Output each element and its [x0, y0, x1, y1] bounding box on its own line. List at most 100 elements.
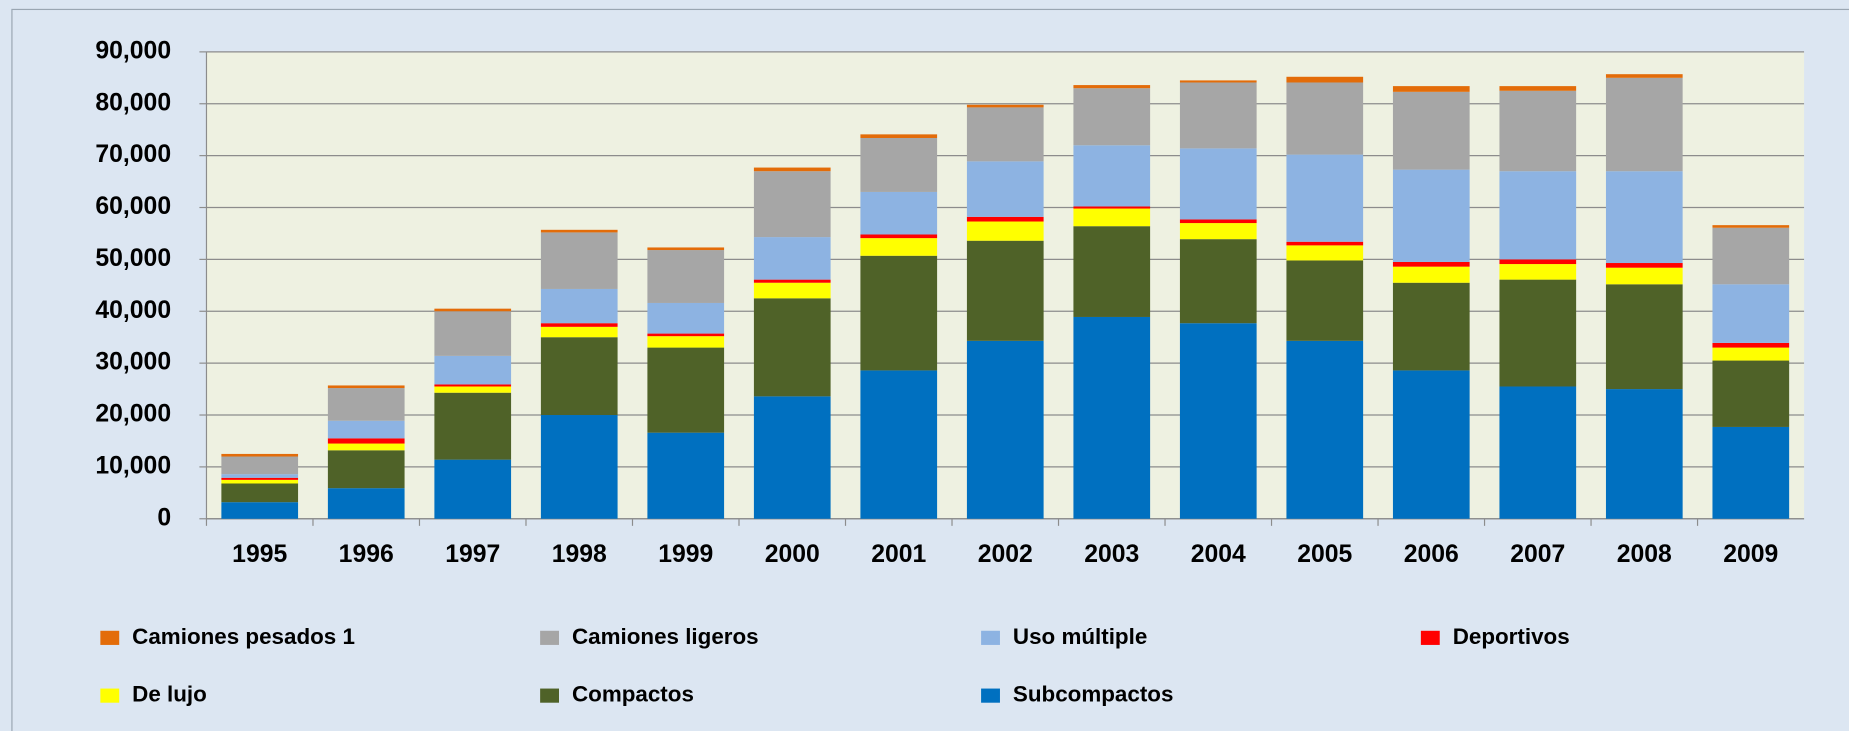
- bar-segment: [327, 388, 405, 421]
- bar-segment: [434, 311, 512, 356]
- x-tick-label: 1996: [339, 541, 394, 568]
- bar-segment: [1179, 323, 1257, 519]
- bar-segment: [1073, 316, 1151, 519]
- bar-segment: [647, 432, 725, 519]
- bar-segment: [753, 279, 831, 283]
- y-tick-label: 70,000: [95, 141, 171, 168]
- bar-segment: [327, 438, 405, 444]
- x-tick-label: 2009: [1723, 541, 1778, 568]
- bar-segment: [1499, 386, 1577, 519]
- bar-segment: [434, 459, 512, 519]
- bar-segment: [647, 247, 725, 251]
- x-tick-label: 2001: [871, 541, 926, 568]
- legend-label: Deportivos: [1453, 624, 1570, 649]
- bar-segment: [1605, 77, 1683, 172]
- bar-segment: [753, 171, 831, 238]
- x-tick-label: 2002: [978, 541, 1033, 568]
- bar-segment: [860, 137, 938, 192]
- bar-segment: [860, 255, 938, 371]
- bar-segment: [1499, 171, 1577, 260]
- bar-segment: [221, 479, 299, 484]
- bar-segment: [1073, 206, 1151, 209]
- y-tick-label: 80,000: [95, 89, 171, 116]
- bar-segment: [966, 221, 1044, 241]
- bar-segment: [434, 386, 512, 393]
- bar-segment: [540, 323, 618, 327]
- legend-label: De lujo: [132, 682, 207, 707]
- y-tick-label: 30,000: [95, 349, 171, 376]
- bar-segment: [1499, 86, 1577, 91]
- bar-segment: [540, 337, 618, 416]
- bar-segment: [1286, 340, 1364, 519]
- bar-segment: [540, 326, 618, 338]
- bar-segment: [434, 384, 512, 387]
- bar-segment: [647, 333, 725, 337]
- bar-segment: [1605, 389, 1683, 519]
- bar-segment: [753, 282, 831, 299]
- bar-segment: [647, 250, 725, 303]
- x-tick-label: 2008: [1617, 541, 1672, 568]
- bar-segment: [1499, 90, 1577, 172]
- legend-swatch: [100, 630, 120, 645]
- bar-segment: [1073, 226, 1151, 317]
- x-tick-label: 2003: [1084, 541, 1139, 568]
- bar-segment: [1392, 282, 1470, 371]
- bar-segment: [1499, 279, 1577, 387]
- bar-segment: [434, 355, 512, 385]
- bar-segment: [221, 474, 299, 478]
- x-tick-label: 1997: [445, 541, 500, 568]
- bar-segment: [327, 488, 405, 519]
- bar-segment: [221, 483, 299, 503]
- bar-segment: [1179, 219, 1257, 224]
- bar-segment: [1712, 225, 1790, 228]
- bar-segment: [1286, 76, 1364, 83]
- bar-segment: [1605, 267, 1683, 285]
- bar-segment: [1392, 86, 1470, 92]
- bar-segment: [966, 107, 1044, 162]
- bar-segment: [860, 234, 938, 239]
- bar-segment: [647, 302, 725, 334]
- bar-segment: [860, 134, 938, 138]
- bar-segment: [1712, 284, 1790, 343]
- bar-segment: [1179, 82, 1257, 149]
- bar-segment: [753, 298, 831, 397]
- bar-segment: [1712, 227, 1790, 285]
- bar-segment: [966, 216, 1044, 222]
- y-tick-label: 60,000: [95, 193, 171, 220]
- bar-segment: [753, 237, 831, 280]
- x-tick-label: 1998: [552, 541, 607, 568]
- x-tick-label: 1995: [232, 541, 287, 568]
- legend-label: Camiones pesados 1: [132, 624, 355, 649]
- legend-swatch: [100, 688, 120, 703]
- bar-segment: [647, 347, 725, 433]
- bar-segment: [1712, 342, 1790, 348]
- x-tick-label: 2000: [765, 541, 820, 568]
- bar-segment: [327, 450, 405, 489]
- bar-segment: [221, 456, 299, 475]
- bar-segment: [540, 288, 618, 324]
- bar-segment: [434, 392, 512, 460]
- bar-segment: [1605, 171, 1683, 264]
- bar-segment: [966, 104, 1044, 108]
- y-tick-label: 40,000: [95, 297, 171, 324]
- bar-segment: [1605, 263, 1683, 268]
- legend-label: Camiones ligeros: [572, 624, 759, 649]
- bar-segment: [966, 340, 1044, 519]
- bar-segment: [1179, 223, 1257, 240]
- bar-segment: [540, 229, 618, 233]
- bar-segment: [1179, 148, 1257, 220]
- bar-segment: [1392, 261, 1470, 267]
- bar-segment: [1179, 239, 1257, 324]
- bar-segment: [1499, 259, 1577, 265]
- bar-segment: [1712, 347, 1790, 361]
- bar-segment: [966, 161, 1044, 217]
- legend-swatch: [1420, 630, 1440, 645]
- bar-segment: [860, 191, 938, 235]
- bar-segment: [753, 396, 831, 519]
- bar-segment: [1286, 241, 1364, 246]
- bar-segment: [1073, 88, 1151, 146]
- bar-segment: [1499, 264, 1577, 280]
- bar-segment: [1179, 80, 1257, 83]
- x-tick-label: 2006: [1404, 541, 1459, 568]
- bar-segment: [1605, 284, 1683, 390]
